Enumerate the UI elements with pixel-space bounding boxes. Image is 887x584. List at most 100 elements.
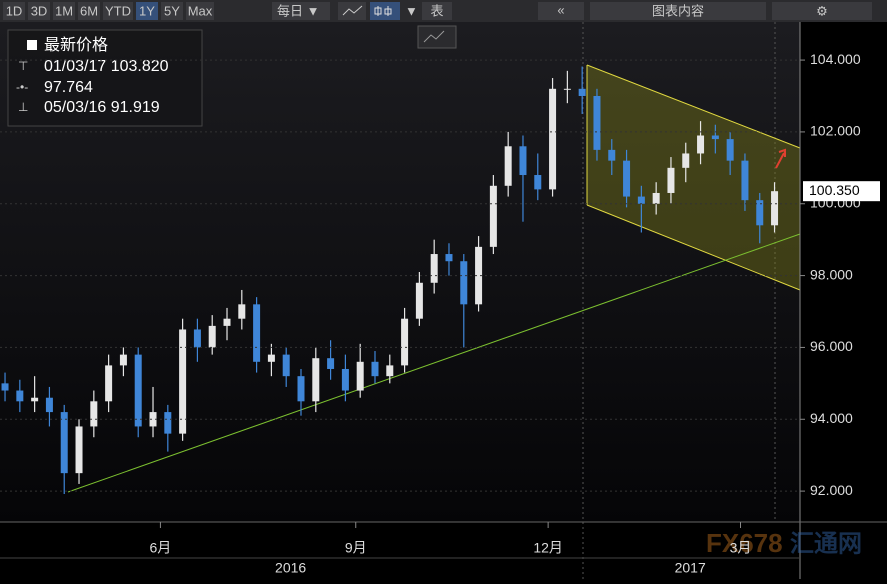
channel-lower: [586, 204, 801, 291]
candle-body: [401, 318, 409, 366]
candle-body: [90, 401, 98, 427]
candle-body: [504, 146, 512, 186]
candle-body: [623, 160, 631, 197]
range-button[interactable]: [3, 2, 25, 20]
collapse-button[interactable]: [538, 2, 584, 20]
axis-bg: [800, 22, 887, 579]
candle-body: [593, 95, 601, 150]
candle-body: [697, 135, 705, 154]
range-button[interactable]: [136, 2, 158, 20]
y-tick-label: 96.000: [810, 338, 853, 354]
candle-icon-body: [374, 7, 382, 15]
settings-button[interactable]: [772, 2, 872, 20]
contents-button[interactable]: [590, 2, 766, 20]
candle-body: [223, 318, 231, 326]
candle-body: [578, 88, 586, 96]
range-label: 3D: [31, 3, 48, 18]
channel: [587, 65, 800, 290]
table-label: 表: [430, 3, 443, 18]
range-label: YTD: [105, 3, 131, 18]
range-button[interactable]: [53, 2, 75, 20]
last-price-label: 100.350: [809, 182, 860, 198]
candle-body: [60, 412, 68, 474]
candle-body: [1, 383, 9, 391]
chart-style-icon: [423, 30, 445, 43]
candle-body: [75, 426, 83, 474]
range-label: 1Y: [139, 3, 155, 18]
x-tick-label: 3月: [730, 540, 752, 556]
range-button[interactable]: [28, 2, 50, 20]
candle-body: [756, 200, 764, 226]
candle-body: [371, 361, 379, 377]
settings-label: ⚙: [816, 3, 828, 18]
candle-body: [741, 160, 749, 201]
candle-body: [282, 354, 290, 377]
collapse-label: «: [557, 2, 564, 17]
candle-body: [430, 254, 438, 283]
range-label: 6M: [80, 3, 98, 18]
candle-body: [105, 365, 113, 402]
candle-body: [238, 304, 246, 319]
range-button[interactable]: [161, 2, 183, 20]
candle-body: [312, 358, 320, 402]
legend-symbol: -•-: [16, 80, 28, 94]
legend-high: 01/03/17 103.820: [44, 58, 169, 75]
watermark: 汇通网: [790, 530, 862, 557]
x-tick-label: 6月: [150, 540, 172, 556]
range-label: Max: [188, 3, 213, 18]
candle-body: [563, 88, 571, 90]
toolbar-buttons: 1D 3D 1M 6M YTD 1Y 5Y Max 每日 ▼ ▼ 表 « 图表内容 ⚙: [3, 2, 872, 20]
candle-body: [386, 365, 394, 377]
y-tick-label: 102.000: [810, 123, 861, 139]
legend-swatch: [27, 40, 37, 50]
candle-body: [460, 261, 468, 305]
candle-body: [445, 254, 453, 262]
candle-body: [327, 358, 335, 369]
candle-body: [164, 412, 172, 434]
line-icon: [342, 5, 363, 16]
range-button[interactable]: [103, 2, 133, 20]
year-label: 2016: [275, 560, 306, 576]
frequency-button[interactable]: [272, 2, 330, 20]
candle-body: [267, 354, 275, 362]
y-tick-label: 98.000: [810, 266, 853, 282]
legend-low: 05/03/16 91.919: [44, 99, 160, 116]
legend-average: 97.764: [44, 79, 93, 96]
y-tick-label: 92.000: [810, 482, 853, 498]
range-label: 5Y: [164, 3, 180, 18]
candle-body: [667, 167, 675, 193]
candle-icon-body: [384, 8, 392, 15]
candle-body: [711, 135, 719, 140]
legend: [7, 29, 203, 127]
legend-title: 最新价格: [44, 36, 108, 54]
candle-body: [179, 329, 187, 434]
x-tick-label: 12月: [533, 540, 563, 556]
candle-body: [608, 149, 616, 161]
dropdown: ▼: [405, 3, 418, 18]
candle-body: [682, 153, 690, 168]
candles: [1, 66, 779, 495]
candle-body: [149, 412, 157, 427]
range-label: 1M: [55, 3, 73, 18]
chart-style-button[interactable]: [417, 25, 457, 49]
candle-body: [534, 175, 542, 190]
legend-symbol: ⊥: [18, 100, 28, 114]
candle-body: [519, 146, 527, 176]
frequency-label: 每日 ▼: [277, 3, 319, 18]
range-button[interactable]: [186, 2, 214, 20]
candle-body: [341, 368, 349, 391]
candle-body: [475, 246, 483, 305]
candle-body: [297, 376, 305, 402]
range-button[interactable]: [78, 2, 100, 20]
candle-body: [45, 397, 53, 413]
year-label: 2017: [675, 560, 706, 576]
contents-label: 图表内容: [652, 3, 704, 18]
last-price-tag: [803, 181, 880, 202]
candle-body: [489, 185, 497, 247]
x-tick-label: 9月: [345, 540, 367, 556]
candle-body: [771, 191, 779, 226]
table-button[interactable]: [422, 2, 452, 20]
candle-body: [134, 354, 142, 427]
candle-body: [119, 354, 127, 366]
